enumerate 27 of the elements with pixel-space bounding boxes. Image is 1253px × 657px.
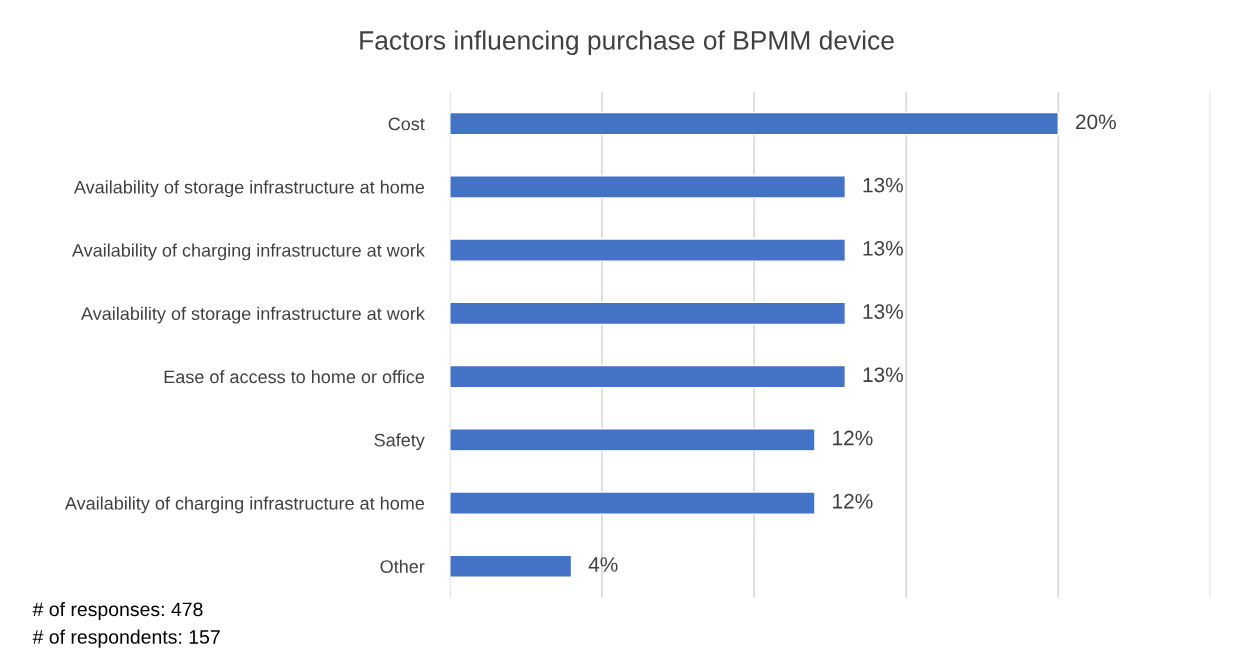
y-tick-label: Cost <box>388 117 425 131</box>
y-tick-label: Availability of charging infrastructure at home <box>64 496 425 514</box>
bar <box>449 175 847 199</box>
y-tick-label: Availability of charging infrastructure at work <box>71 243 425 261</box>
bar <box>449 364 847 389</box>
bar <box>449 428 816 452</box>
data-label: 13% <box>863 304 903 319</box>
data-label: 4% <box>588 557 618 572</box>
y-tick-label: Ease of access to home or office <box>164 370 425 384</box>
bar <box>449 238 847 262</box>
data-label: 13% <box>863 367 903 383</box>
data-label: 12% <box>833 493 873 509</box>
text: # of respondents: 157 <box>32 629 220 648</box>
text: # of responses: 478 <box>32 601 203 621</box>
bar <box>449 554 573 579</box>
data-label: 13% <box>863 240 903 256</box>
data-label: 13% <box>863 177 903 193</box>
chart-title: Factors influencing purchase of BPMM device <box>360 30 894 55</box>
y-tick-label: Availability of storage infrastructure at work <box>81 306 425 324</box>
bar <box>449 301 847 326</box>
bar <box>449 111 1059 136</box>
data-label: 20% <box>1076 114 1116 130</box>
y-tick-label: Other <box>380 559 425 573</box>
bar <box>449 491 816 515</box>
y-tick-label: Safety <box>374 433 425 451</box>
data-label: 12% <box>833 430 873 446</box>
y-tick-label: Availability of storage infrastructure at home <box>73 180 425 198</box>
